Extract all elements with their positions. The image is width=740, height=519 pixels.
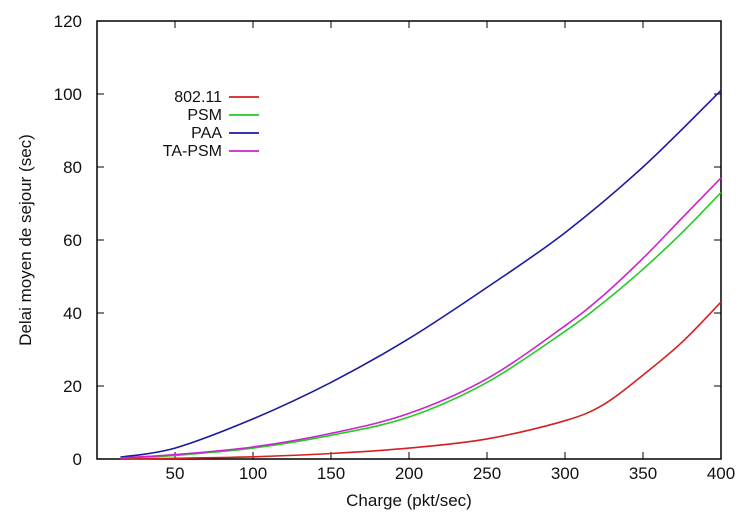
x-tick-label: 150	[317, 464, 345, 483]
x-tick-label: 200	[395, 464, 423, 483]
x-axis-label: Charge (pkt/sec)	[346, 491, 472, 510]
y-tick-label: 120	[54, 12, 82, 31]
legend-label: PAA	[191, 125, 222, 142]
series-line-ta-psm	[120, 177, 722, 459]
x-tick-label: 250	[473, 464, 501, 483]
y-tick-label: 60	[63, 231, 82, 250]
y-axis-label: Delai moyen de sejour (sec)	[16, 134, 35, 346]
x-tick-label: 400	[707, 464, 735, 483]
y-tick-label: 0	[73, 450, 82, 469]
legend-label: 802.11	[174, 89, 222, 106]
y-tick-label: 20	[63, 377, 82, 396]
plot-frame	[96, 20, 722, 460]
series-group	[120, 89, 722, 460]
legend-label: TA-PSM	[163, 143, 222, 160]
x-tick-label: 100	[239, 464, 267, 483]
x-tick-label: 300	[551, 464, 579, 483]
x-tick-label: 50	[166, 464, 185, 483]
series-line-802-11	[120, 301, 722, 460]
y-tick-label: 80	[63, 158, 82, 177]
x-tick-label: 350	[629, 464, 657, 483]
tick-group: 50 100 150 200 250 300 350 400 0 20 40 60 80 100 120	[54, 12, 736, 483]
y-tick-label: 40	[63, 304, 82, 323]
series-line-paa	[120, 89, 722, 458]
legend-label: PSM	[187, 107, 222, 124]
y-tick-label: 100	[54, 85, 82, 104]
series-line-psm	[120, 192, 722, 459]
